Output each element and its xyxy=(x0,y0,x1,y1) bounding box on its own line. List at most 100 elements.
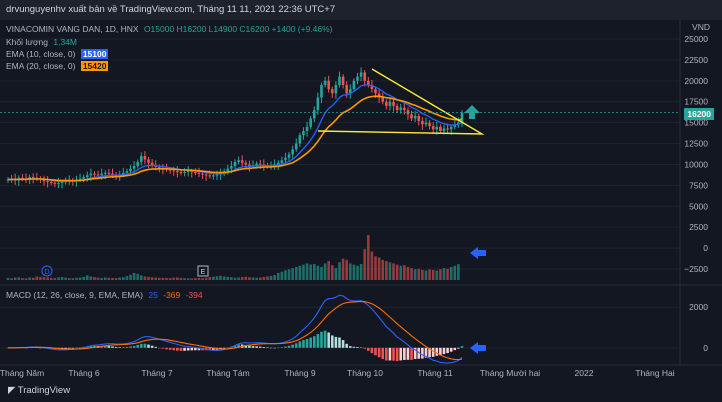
macd-histogram-bar xyxy=(251,346,255,348)
macd-histogram-bar xyxy=(111,346,114,348)
dividend-marker-label: D xyxy=(44,269,49,276)
macd-histogram-bar xyxy=(75,347,78,349)
volume-bar xyxy=(118,277,121,280)
candle-body xyxy=(233,161,237,167)
volume-bar xyxy=(21,278,24,280)
volume-bar xyxy=(449,266,453,280)
volume-label: Khối lượng xyxy=(6,37,48,47)
macd-histogram-bar xyxy=(457,347,460,349)
macd-histogram-bar xyxy=(122,347,125,348)
tradingview-logo[interactable]: ◤ TradingView xyxy=(8,385,70,396)
candle-body xyxy=(60,182,64,184)
volume-bar xyxy=(122,277,125,280)
volume-bar xyxy=(269,275,273,280)
candle-body xyxy=(385,101,388,106)
volume-bar xyxy=(233,277,237,280)
candle-body xyxy=(49,182,53,184)
candle-body xyxy=(460,112,464,123)
volume-bar xyxy=(406,266,410,280)
macd-histogram-bar xyxy=(287,345,291,348)
candle-body xyxy=(316,97,320,111)
candle-body xyxy=(186,171,190,173)
candle-body xyxy=(435,126,439,130)
candle-body xyxy=(194,171,197,173)
volume-bar xyxy=(57,277,60,280)
macd-histogram-bar xyxy=(262,347,266,348)
ema20-label: EMA (20, close, 0) xyxy=(6,61,76,71)
volume-bar xyxy=(24,278,28,280)
macd-histogram-bar xyxy=(381,347,385,359)
candle-body xyxy=(302,131,305,136)
volume-bar xyxy=(46,277,49,280)
time-tick-label: Tháng 6 xyxy=(68,368,99,378)
macd-histogram-bar xyxy=(226,347,230,348)
currency-label: VND xyxy=(692,22,710,32)
macd-label: MACD (12, 26, close, 9, EMA, EMA) xyxy=(6,290,143,300)
volume-bar xyxy=(215,276,219,280)
macd-histogram-bar xyxy=(298,341,302,348)
breakout-arrow-icon xyxy=(464,105,480,119)
macd-tick-label: 2000 xyxy=(689,302,708,312)
macd-histogram-bar xyxy=(276,347,280,349)
candle-body xyxy=(172,170,176,172)
volume-bar xyxy=(363,249,367,280)
tv-icon: ◤ xyxy=(8,385,18,396)
candle-body xyxy=(413,115,417,119)
macd-histogram-bar xyxy=(143,343,147,348)
macd-histogram-bar xyxy=(327,332,330,348)
macd-value-1: 25 xyxy=(148,290,158,300)
time-tick-label: Tháng 11 xyxy=(417,368,453,378)
macd-histogram-bar xyxy=(399,347,403,361)
candle-body xyxy=(125,171,129,173)
candle-body xyxy=(78,178,82,180)
volume-bar xyxy=(298,265,302,280)
candle-body xyxy=(424,122,428,125)
volume-bar xyxy=(388,262,392,280)
volume-bar xyxy=(410,268,413,280)
macd-histogram-bar xyxy=(154,346,158,348)
volume-bar xyxy=(330,265,334,280)
candle-body xyxy=(143,156,147,160)
volume-bar xyxy=(374,256,377,280)
volume-bar xyxy=(258,277,262,280)
volume-bar xyxy=(294,266,298,280)
candle-body xyxy=(111,173,114,175)
publisher-text: drvunguyenhv xuất bản về TradingView.com… xyxy=(6,4,336,15)
volume-bar xyxy=(197,277,201,280)
volume-bar xyxy=(158,277,161,280)
macd-histogram-bar xyxy=(356,347,359,348)
macd-histogram-bar xyxy=(359,346,363,348)
macd-value-2: -369 xyxy=(163,290,181,300)
candle-body xyxy=(291,149,294,155)
macd-histogram-bar xyxy=(316,334,320,348)
volume-bar xyxy=(370,251,374,280)
macd-histogram-bar xyxy=(410,347,413,360)
volume-bar xyxy=(262,276,266,280)
candle-body xyxy=(122,172,125,175)
macd-histogram-bar xyxy=(330,335,334,348)
candle-body xyxy=(82,177,85,179)
volume-bar xyxy=(17,277,21,280)
macd-histogram-bar xyxy=(305,338,309,348)
chart-svg[interactable]: 2500022500200001750015000125001000075005… xyxy=(0,20,722,402)
volume-bar xyxy=(89,276,93,280)
candle-body xyxy=(449,126,453,130)
candle-body xyxy=(226,168,230,172)
macd-histogram-bar xyxy=(403,347,406,360)
volume-bar xyxy=(291,268,294,280)
macd-histogram-bar xyxy=(125,346,129,348)
volume-bar xyxy=(323,263,327,280)
macd-histogram-bar xyxy=(442,347,446,355)
candle-body xyxy=(356,76,359,81)
volume-bar xyxy=(28,277,31,280)
candle-body xyxy=(85,175,89,177)
volume-bar xyxy=(312,264,316,280)
volume-bar xyxy=(435,270,439,280)
candle-body xyxy=(53,182,57,184)
volume-bar xyxy=(302,264,305,280)
time-tick-label: Tháng 7 xyxy=(141,368,172,378)
candle-body xyxy=(330,89,334,94)
candle-body xyxy=(204,174,208,176)
last-price-tag: 16200 xyxy=(684,108,714,120)
volume-bar xyxy=(359,264,363,280)
